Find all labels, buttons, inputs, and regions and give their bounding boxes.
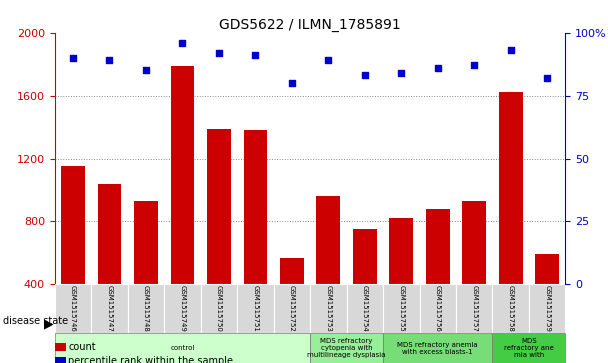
Point bbox=[105, 57, 114, 63]
Text: ▶: ▶ bbox=[44, 317, 54, 330]
Bar bbox=[383, 284, 420, 333]
Bar bbox=[310, 284, 347, 333]
Text: percentile rank within the sample: percentile rank within the sample bbox=[68, 356, 233, 363]
Bar bbox=[499, 93, 523, 284]
Point bbox=[178, 40, 187, 46]
Bar bbox=[237, 284, 274, 333]
Point bbox=[396, 70, 406, 76]
Text: GSM1515751: GSM1515751 bbox=[252, 285, 258, 332]
Bar bbox=[316, 196, 340, 284]
Bar bbox=[164, 284, 201, 333]
Point bbox=[287, 80, 297, 86]
Text: GSM1515747: GSM1515747 bbox=[106, 285, 112, 332]
Bar bbox=[207, 129, 231, 284]
Point bbox=[506, 48, 516, 53]
Point bbox=[469, 62, 479, 68]
Text: MDS refractory anemia
with excess blasts-1: MDS refractory anemia with excess blasts… bbox=[398, 342, 478, 355]
Text: GSM1515759: GSM1515759 bbox=[544, 285, 550, 332]
Text: GSM1515748: GSM1515748 bbox=[143, 285, 149, 332]
Text: GSM1515755: GSM1515755 bbox=[398, 285, 404, 332]
Bar bbox=[456, 284, 492, 333]
Bar bbox=[383, 333, 492, 363]
Text: GSM1515746: GSM1515746 bbox=[70, 285, 76, 332]
Point bbox=[542, 75, 552, 81]
Text: GSM1515754: GSM1515754 bbox=[362, 285, 368, 332]
Point bbox=[360, 73, 370, 78]
Point bbox=[250, 52, 260, 58]
Bar bbox=[347, 284, 383, 333]
Point bbox=[214, 50, 224, 56]
Bar bbox=[310, 333, 383, 363]
Bar bbox=[91, 284, 128, 333]
Bar bbox=[97, 184, 121, 284]
Bar bbox=[389, 218, 413, 284]
Bar bbox=[426, 209, 449, 284]
Text: GSM1515753: GSM1515753 bbox=[325, 285, 331, 332]
Point bbox=[323, 57, 333, 63]
Point bbox=[433, 65, 443, 71]
Bar bbox=[420, 284, 456, 333]
Text: count: count bbox=[68, 342, 95, 352]
Text: control: control bbox=[170, 345, 195, 351]
Bar bbox=[61, 166, 85, 284]
Point bbox=[141, 68, 151, 73]
Bar bbox=[55, 284, 91, 333]
Text: GSM1515752: GSM1515752 bbox=[289, 285, 295, 332]
Bar bbox=[462, 201, 486, 284]
Point bbox=[68, 55, 78, 61]
Bar bbox=[353, 229, 376, 284]
Bar bbox=[529, 284, 565, 333]
Bar bbox=[492, 333, 565, 363]
Text: GSM1515758: GSM1515758 bbox=[508, 285, 514, 332]
Text: MDS refractory
cytopenia with
multilineage dysplasia: MDS refractory cytopenia with multilinea… bbox=[307, 338, 386, 358]
Text: MDS
refractory ane
mia with: MDS refractory ane mia with bbox=[504, 338, 554, 358]
Text: disease state: disease state bbox=[3, 316, 68, 326]
Bar bbox=[280, 258, 303, 284]
Bar bbox=[134, 201, 158, 284]
Text: GSM1515757: GSM1515757 bbox=[471, 285, 477, 332]
Bar bbox=[55, 333, 310, 363]
Text: GSM1515756: GSM1515756 bbox=[435, 285, 441, 332]
Text: GSM1515749: GSM1515749 bbox=[179, 285, 185, 332]
Bar bbox=[492, 284, 529, 333]
Bar bbox=[536, 254, 559, 284]
Bar bbox=[274, 284, 310, 333]
Bar bbox=[201, 284, 237, 333]
Bar bbox=[128, 284, 164, 333]
Title: GDS5622 / ILMN_1785891: GDS5622 / ILMN_1785891 bbox=[219, 18, 401, 32]
Bar bbox=[170, 66, 194, 284]
Bar bbox=[243, 130, 267, 284]
Text: GSM1515750: GSM1515750 bbox=[216, 285, 222, 332]
